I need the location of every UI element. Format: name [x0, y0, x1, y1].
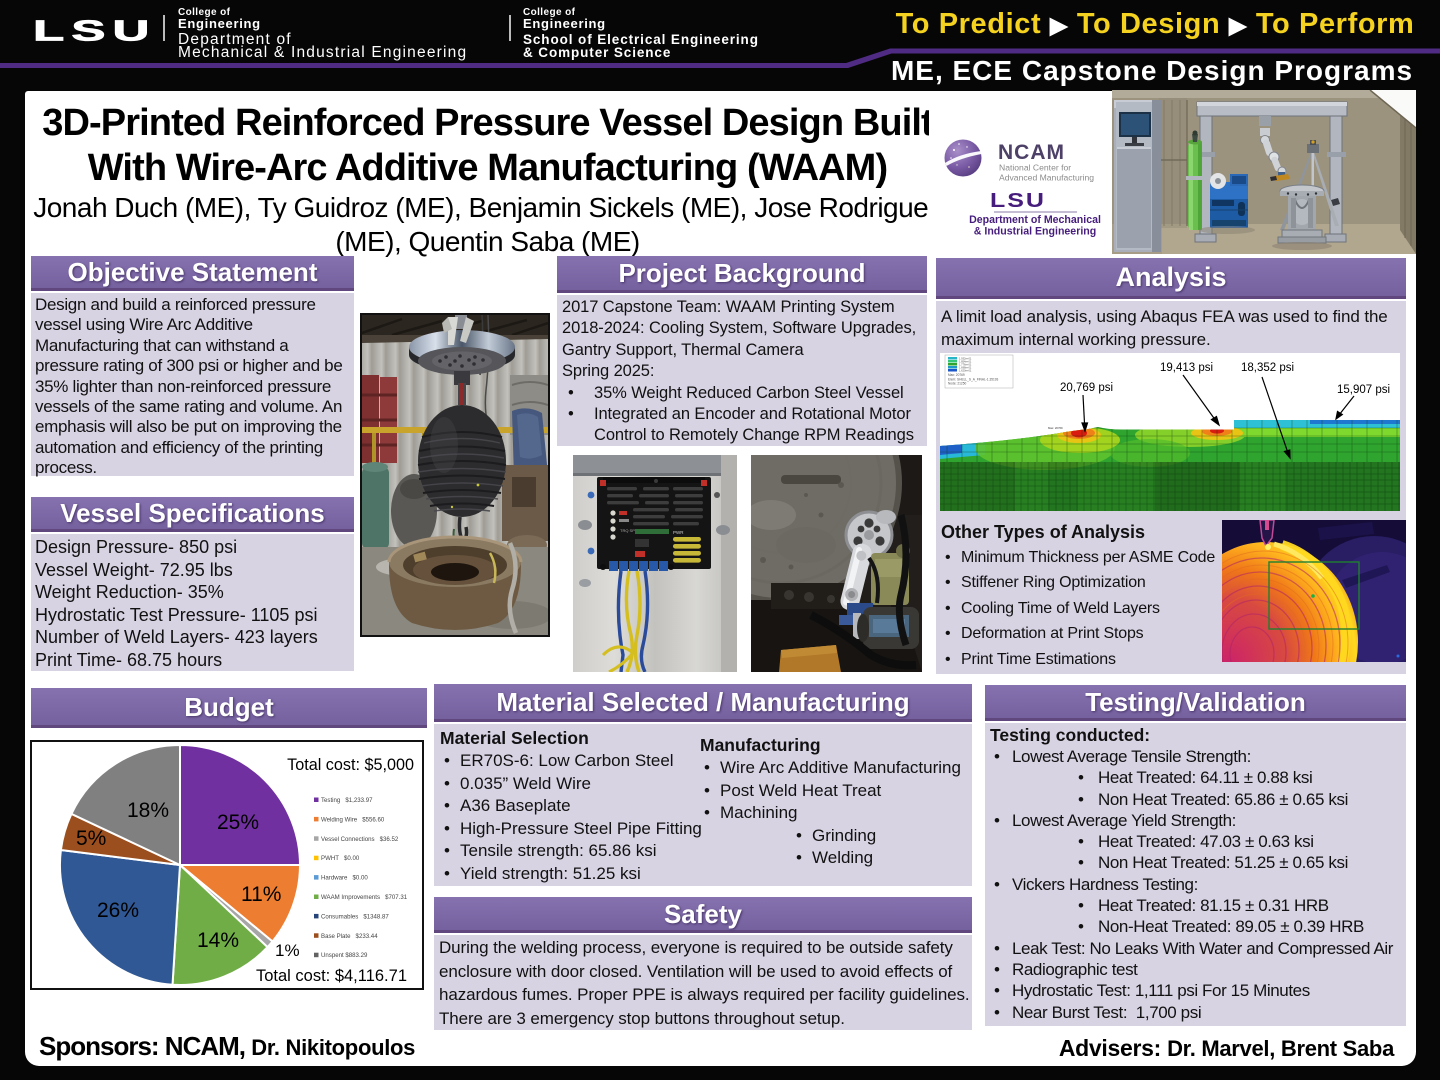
svg-text:1.854e+01: 1.854e+01 — [959, 360, 972, 364]
svg-text:15,907 psi: 15,907 psi — [1337, 384, 1390, 396]
svg-text:& Industrial Engineering: & Industrial Engineering — [974, 226, 1096, 238]
svg-text:Elem: SHELL_S_A_FINAL-1.35193: Elem: SHELL_S_A_FINAL-1.35193 — [948, 378, 999, 382]
svg-text:1.776e+01: 1.776e+01 — [959, 363, 972, 367]
svg-text:Consumables $1348.87: Consumables $1348.87 — [321, 913, 389, 920]
svg-text:18,352 psi: 18,352 psi — [1241, 362, 1294, 374]
svg-text:TRQ SPD: TRQ SPD — [620, 528, 638, 533]
svg-text:National Center for: National Center for — [999, 163, 1071, 173]
svg-text:5%: 5% — [76, 827, 106, 850]
svg-text:PWR: PWR — [673, 530, 684, 535]
svg-text:20,769 psi: 20,769 psi — [1060, 382, 1113, 394]
svg-text:Welding Wire $556.60: Welding Wire $556.60 — [321, 816, 385, 823]
svg-text:Base Plate $233.44: Base Plate $233.44 — [321, 933, 378, 940]
svg-text:NCAM: NCAM — [998, 141, 1065, 164]
svg-text:Testing $1,233.97: Testing $1,233.97 — [321, 797, 373, 804]
svg-text:WAAM Improvements $707.31: WAAM Improvements $707.31 — [321, 894, 408, 901]
svg-text:Unspent $883.29: Unspent $883.29 — [321, 952, 368, 959]
svg-text:Hardware $0.00: Hardware $0.00 — [321, 875, 368, 882]
svg-text:Total cost: $4,116.71: Total cost: $4,116.71 — [256, 967, 407, 985]
svg-text:PWHT $0.00: PWHT $0.00 — [321, 855, 360, 862]
svg-text:Advanced Manufacturing: Advanced Manufacturing — [999, 173, 1094, 183]
svg-text:19,413 psi: 19,413 psi — [1160, 362, 1213, 374]
svg-text:1.620e+01: 1.620e+01 — [959, 369, 972, 373]
svg-text:1%: 1% — [275, 941, 300, 960]
svg-text:18%: 18% — [127, 799, 169, 822]
svg-text:Department of Mechanical: Department of Mechanical — [969, 214, 1101, 226]
svg-text:11%: 11% — [241, 883, 281, 906]
svg-text:LSU: LSU — [990, 188, 1046, 211]
svg-text:14%: 14% — [197, 929, 239, 952]
svg-text:Total cost: $5,000: Total cost: $5,000 — [287, 756, 414, 774]
svg-text:Node: 21250: Node: 21250 — [948, 382, 966, 386]
svg-text:1.932e+01: 1.932e+01 — [959, 357, 972, 361]
svg-text:25%: 25% — [217, 811, 259, 834]
svg-text:1.698e+01: 1.698e+01 — [959, 366, 972, 370]
svg-text:Vessel Connections $36.52: Vessel Connections $36.52 — [321, 836, 399, 843]
svg-text:Max: 20769: Max: 20769 — [948, 373, 965, 377]
svg-text:Max: 20769: Max: 20769 — [1048, 426, 1063, 430]
svg-text:26%: 26% — [97, 899, 139, 922]
